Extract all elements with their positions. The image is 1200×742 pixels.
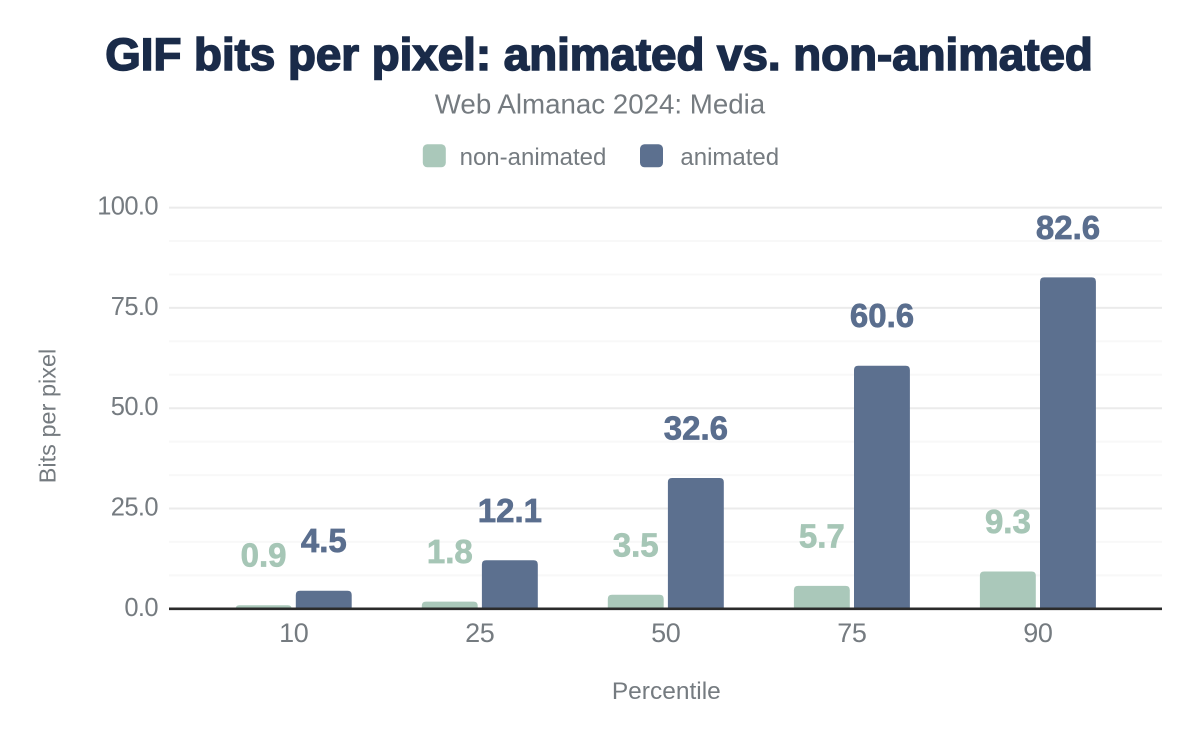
svg-text:9.3: 9.3 [985,503,1031,540]
svg-text:GIF bits per pixel: animated v: GIF bits per pixel: animated vs. non-ani… [105,29,1093,80]
svg-text:32.6: 32.6 [664,410,728,447]
svg-text:0.9: 0.9 [241,537,287,574]
svg-text:50.0: 50.0 [111,393,159,421]
svg-text:50: 50 [651,618,680,648]
svg-text:12.1: 12.1 [478,492,542,529]
svg-text:4.5: 4.5 [301,522,347,559]
svg-text:3.5: 3.5 [613,526,659,563]
svg-text:75.0: 75.0 [111,293,159,321]
svg-text:75: 75 [837,618,866,648]
svg-text:25.0: 25.0 [111,494,159,522]
svg-text:5.7: 5.7 [799,517,845,554]
svg-text:Bits per pixel: Bits per pixel [34,349,60,484]
svg-text:0.0: 0.0 [124,594,158,622]
svg-text:82.6: 82.6 [1036,209,1100,246]
svg-text:1.8: 1.8 [427,533,473,570]
svg-text:25: 25 [465,618,494,648]
svg-text:animated: animated [680,144,779,171]
svg-text:90: 90 [1023,618,1052,648]
svg-text:Percentile: Percentile [612,678,721,705]
svg-text:Web Almanac 2024: Media: Web Almanac 2024: Media [435,88,766,119]
svg-text:non-animated: non-animated [460,144,607,171]
svg-text:10: 10 [279,618,308,648]
svg-text:60.6: 60.6 [850,297,914,334]
svg-text:100.0: 100.0 [97,193,158,221]
